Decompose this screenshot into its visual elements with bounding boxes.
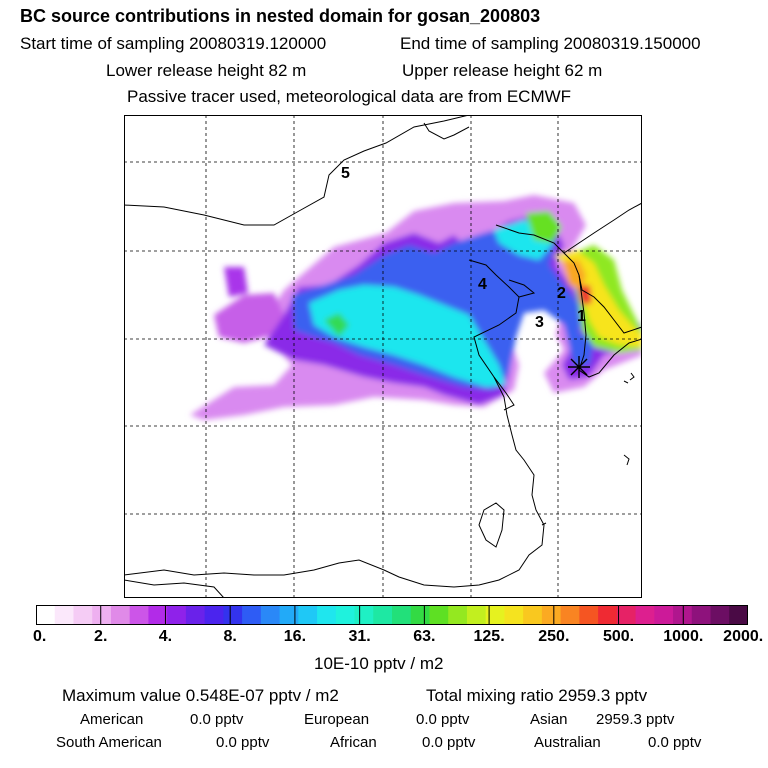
color-swatch xyxy=(504,605,524,625)
australian-label: Australian xyxy=(534,734,601,751)
color-swatch xyxy=(260,605,281,625)
color-swatch xyxy=(110,605,131,625)
color-swatch xyxy=(410,605,431,625)
map-label-3: 3 xyxy=(535,314,544,331)
coastlines xyxy=(124,115,642,598)
color-scale-label: 4. xyxy=(158,628,173,645)
lower-release-text: Lower release height 82 m xyxy=(106,61,307,80)
color-swatch xyxy=(541,605,562,625)
color-scale-label: 125. xyxy=(473,628,505,645)
african-label: African xyxy=(330,734,377,751)
end-time-text: End time of sampling 20080319.150000 xyxy=(400,34,701,53)
color-swatch xyxy=(223,605,243,625)
color-swatch xyxy=(579,605,599,625)
color-scale-border xyxy=(36,605,748,625)
color-scale-label: 0. xyxy=(33,628,47,645)
upper-release-text: Upper release height 62 m xyxy=(402,61,603,80)
color-swatch xyxy=(691,605,712,625)
map-label-2: 2 xyxy=(557,285,566,302)
color-swatch xyxy=(635,605,655,625)
color-swatch xyxy=(317,605,337,625)
south-american-value: 0.0 pptv xyxy=(216,734,270,751)
south-american-label: South American xyxy=(56,734,162,751)
start-time-text: Start time of sampling 20080319.120000 xyxy=(20,34,327,53)
maximum-value-text: Maximum value 0.548E-07 pptv / m2 xyxy=(62,686,339,705)
color-swatch xyxy=(560,605,580,625)
color-swatch xyxy=(654,605,674,625)
asian-label: Asian xyxy=(530,711,568,728)
color-swatch xyxy=(335,605,356,625)
tracer-note-text: Passive tracer used, meteorological data… xyxy=(127,87,572,106)
color-scale-label: 500. xyxy=(602,628,635,645)
color-swatch xyxy=(673,605,693,625)
color-swatch xyxy=(279,605,299,625)
color-scale-label: 63. xyxy=(413,628,436,645)
total-mixing-ratio-text: Total mixing ratio 2959.3 pptv xyxy=(426,686,648,705)
map-label-1: 1 xyxy=(577,308,586,325)
color-swatch xyxy=(392,605,412,625)
page-title: BC source contributions in nested domain… xyxy=(20,6,541,26)
units-label: 10E-10 pptv / m2 xyxy=(314,654,444,673)
color-scale-label: 31. xyxy=(348,628,371,645)
color-swatch xyxy=(710,605,730,625)
color-swatch xyxy=(298,605,318,625)
color-scale-label: 16. xyxy=(283,628,307,645)
plume-blob-west xyxy=(224,267,248,297)
african-value: 0.0 pptv xyxy=(422,734,476,751)
color-scale-label: 8. xyxy=(223,628,237,645)
australian-value: 0.0 pptv xyxy=(648,734,702,751)
american-label: American xyxy=(80,711,144,728)
map-label-5: 5 xyxy=(341,165,350,182)
color-swatch xyxy=(242,605,262,625)
european-label: European xyxy=(304,711,370,728)
map-grid xyxy=(124,115,642,598)
color-swatch xyxy=(485,605,506,625)
plume-green xyxy=(324,313,349,337)
color-scale-label: 2. xyxy=(94,628,108,645)
color-scale-label: 2000. xyxy=(723,628,764,645)
source-contribution-map: 5 4 2 3 1 xyxy=(124,115,642,598)
star-icon xyxy=(568,356,590,378)
color-swatch xyxy=(36,605,56,625)
color-scale-bar xyxy=(36,605,748,625)
asian-value: 2959.3 pptv xyxy=(596,711,675,728)
color-swatch xyxy=(204,605,224,625)
map-label-4: 4 xyxy=(478,276,487,293)
color-swatch xyxy=(373,605,393,625)
color-swatch xyxy=(148,605,168,625)
plume-field xyxy=(190,195,642,420)
color-swatch xyxy=(73,605,93,625)
plume-cyan xyxy=(309,285,506,387)
color-scale-label: 250. xyxy=(538,628,570,645)
color-swatch xyxy=(129,605,150,625)
color-swatch xyxy=(729,605,748,625)
american-value: 0.0 pptv xyxy=(190,711,244,728)
color-swatch xyxy=(616,605,637,625)
plume-outer-west xyxy=(214,293,284,343)
color-swatch xyxy=(466,605,487,625)
color-swatch xyxy=(598,605,618,625)
color-swatch xyxy=(185,605,206,625)
color-swatch xyxy=(448,605,468,625)
color-swatch xyxy=(354,605,374,625)
color-scale-label: 1000. xyxy=(663,628,704,645)
color-swatch xyxy=(429,605,449,625)
color-swatch xyxy=(54,605,75,625)
color-swatch xyxy=(167,605,187,625)
color-swatch xyxy=(523,605,543,625)
european-value: 0.0 pptv xyxy=(416,711,470,728)
color-swatch xyxy=(92,605,112,625)
